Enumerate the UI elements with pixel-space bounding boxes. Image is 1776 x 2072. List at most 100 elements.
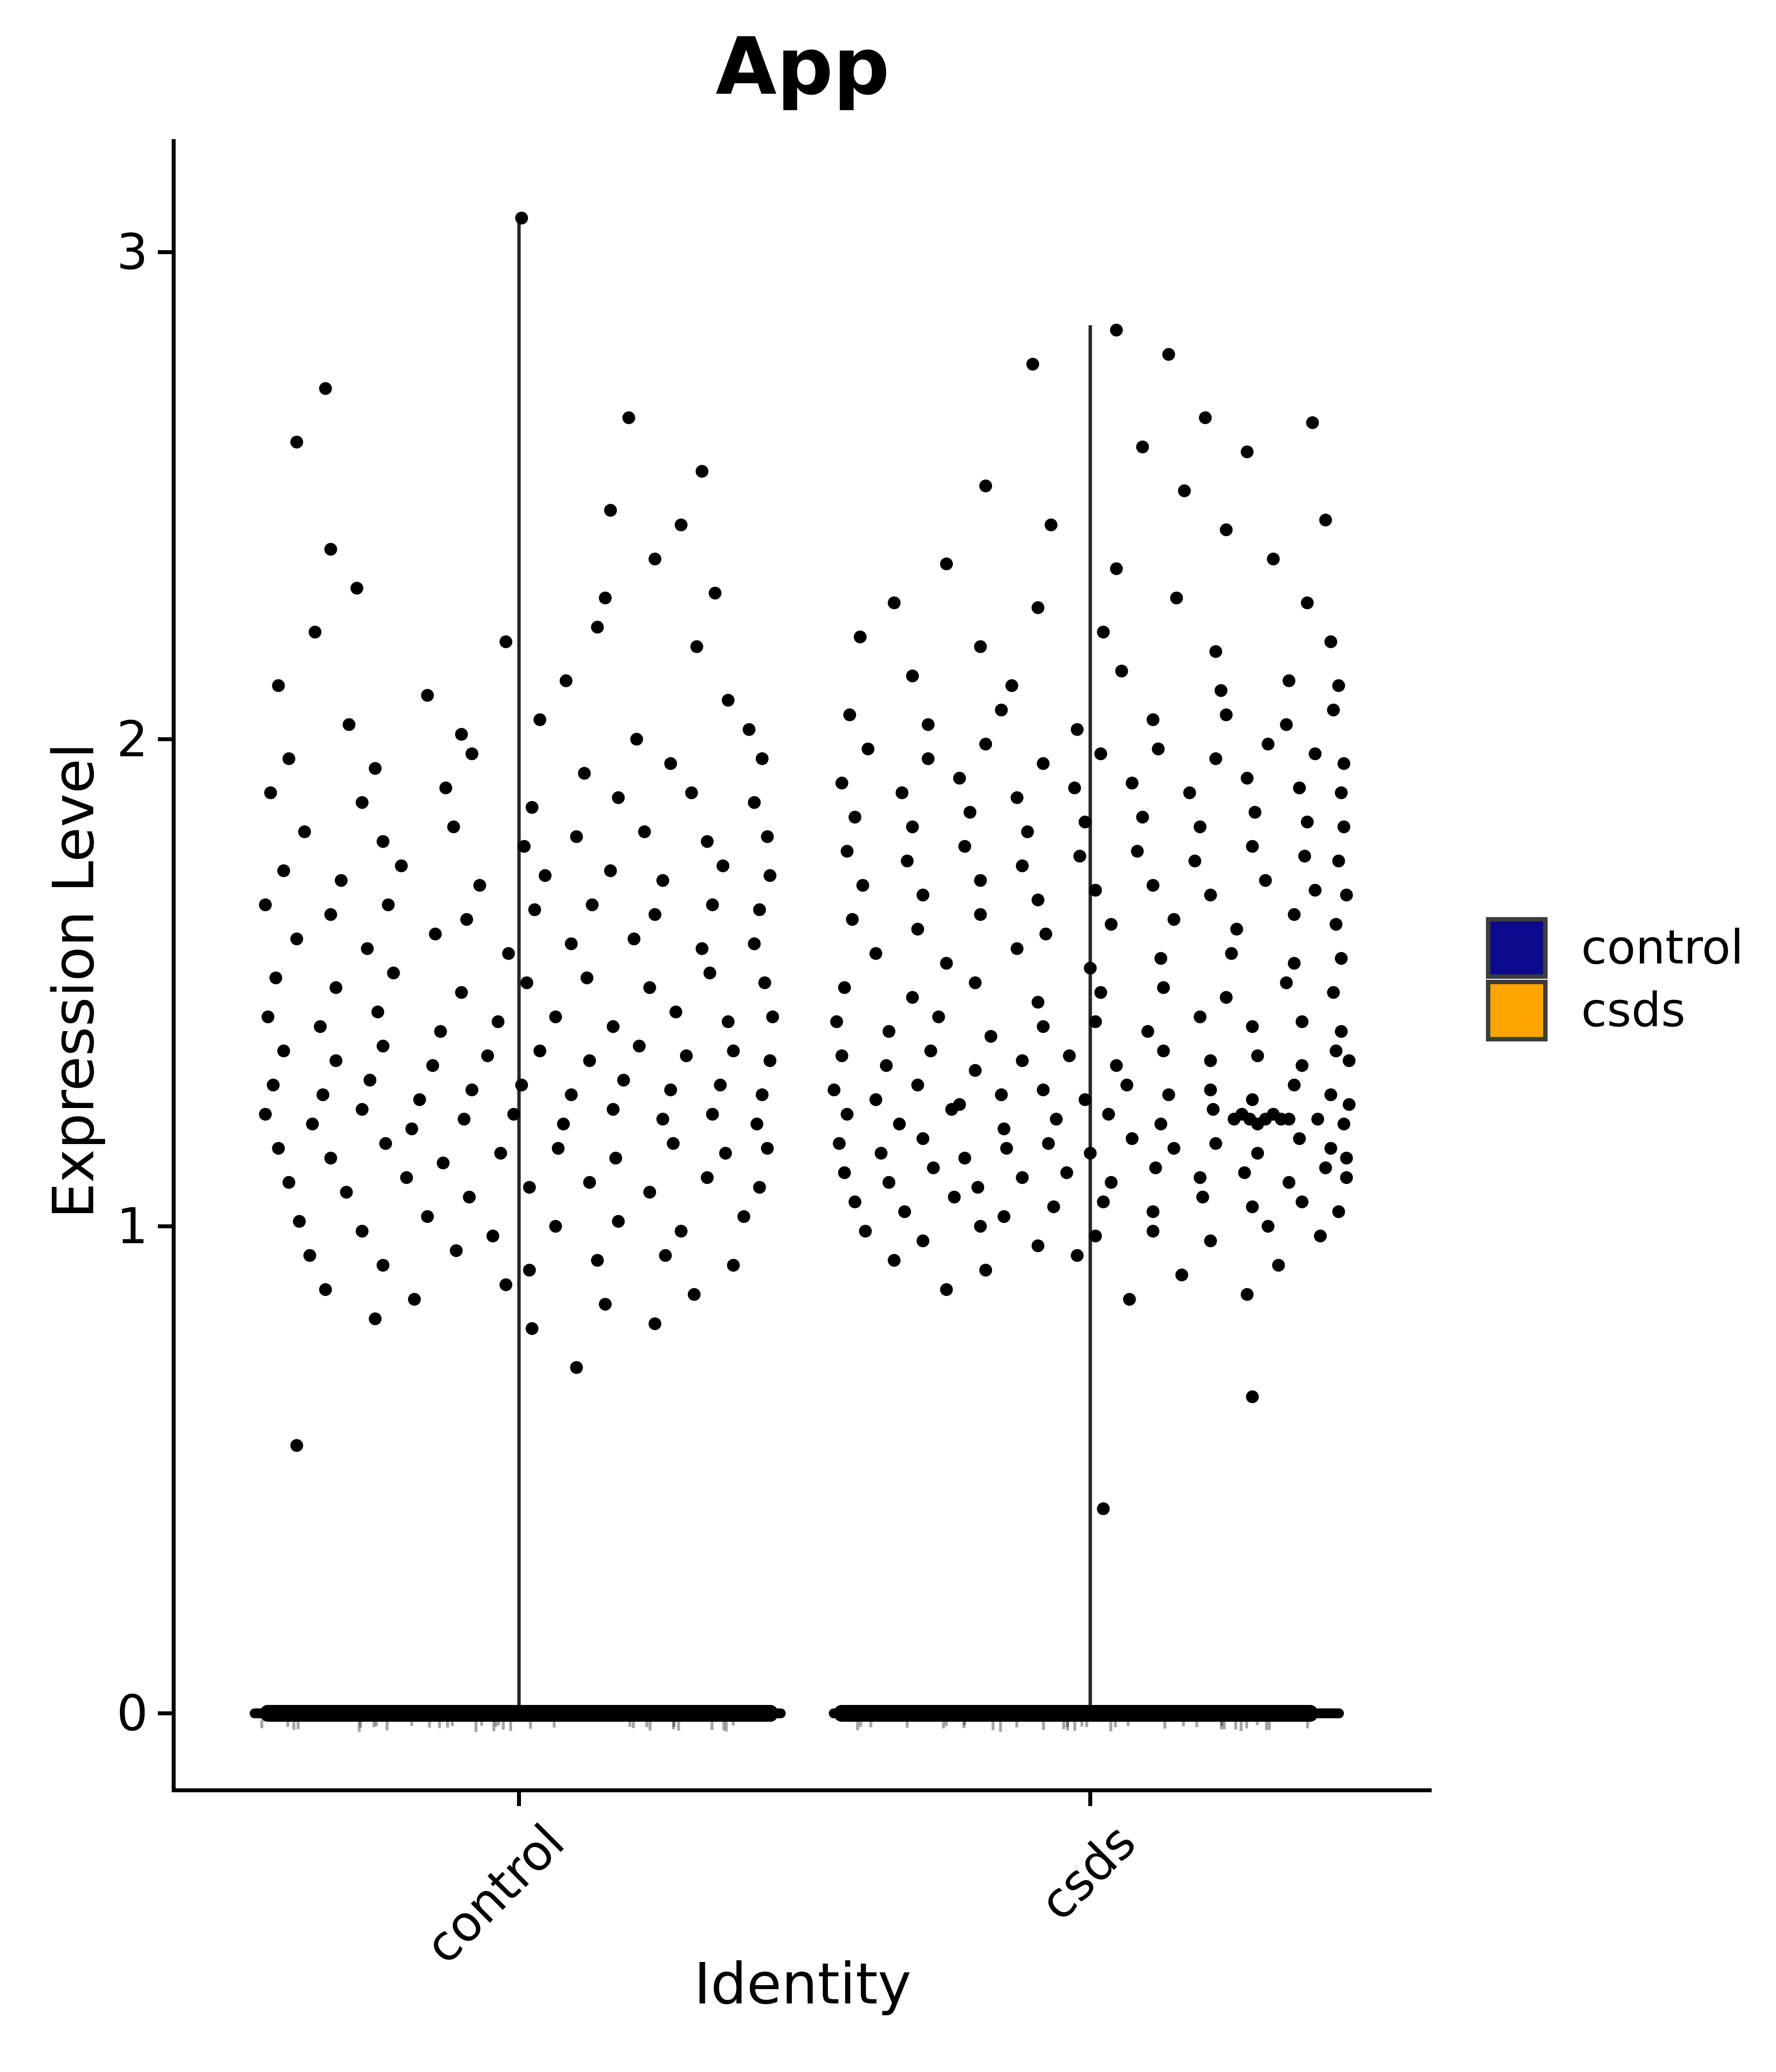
data-point bbox=[1209, 1137, 1222, 1150]
data-point bbox=[1238, 1166, 1251, 1180]
data-point bbox=[841, 845, 854, 858]
data-point bbox=[330, 1054, 342, 1067]
zero-band-fringe-csds bbox=[1239, 1720, 1243, 1732]
zero-band-fringe-control bbox=[529, 1720, 532, 1729]
data-point bbox=[293, 1215, 306, 1228]
data-point bbox=[1288, 908, 1301, 921]
zero-band-fringe-control bbox=[374, 1720, 378, 1727]
data-point bbox=[869, 947, 883, 960]
data-point bbox=[1267, 553, 1280, 566]
data-point bbox=[533, 713, 547, 726]
data-point bbox=[1141, 1025, 1154, 1038]
data-point bbox=[1204, 888, 1217, 902]
data-point bbox=[916, 1234, 929, 1248]
data-point bbox=[379, 1137, 392, 1150]
data-point bbox=[520, 976, 533, 990]
data-point bbox=[598, 592, 612, 605]
data-point bbox=[528, 903, 541, 916]
data-point bbox=[533, 1044, 547, 1058]
data-point bbox=[350, 582, 364, 595]
data-point bbox=[266, 1078, 280, 1092]
data-point bbox=[922, 718, 935, 731]
zero-band-fringe-control bbox=[292, 1720, 296, 1730]
zero-band-fringe-csds bbox=[1066, 1720, 1070, 1731]
y-axis-label: Expression Level bbox=[41, 742, 107, 1219]
data-point bbox=[953, 772, 966, 785]
zero-band-fringe-csds bbox=[963, 1720, 966, 1726]
data-point bbox=[515, 212, 528, 224]
zero-band-fringe-control bbox=[502, 1720, 505, 1730]
data-point bbox=[463, 1190, 476, 1204]
points-control bbox=[259, 212, 779, 1452]
zero-band-fringe-csds bbox=[1109, 1720, 1112, 1732]
data-point bbox=[984, 1030, 998, 1043]
data-point bbox=[583, 1176, 596, 1189]
data-point bbox=[664, 1083, 677, 1097]
data-point bbox=[758, 976, 772, 990]
data-point bbox=[1246, 1200, 1259, 1214]
data-point bbox=[849, 811, 861, 824]
data-point bbox=[1105, 1176, 1118, 1189]
data-point bbox=[591, 621, 604, 634]
data-point bbox=[1147, 1205, 1160, 1219]
data-point bbox=[376, 1039, 390, 1053]
data-point bbox=[369, 762, 382, 775]
data-point bbox=[1220, 991, 1233, 1004]
data-point bbox=[1078, 1093, 1092, 1106]
data-point bbox=[361, 942, 374, 955]
data-point bbox=[1089, 1229, 1102, 1243]
data-point bbox=[1293, 1132, 1306, 1145]
data-point bbox=[1044, 518, 1058, 531]
data-point bbox=[1248, 806, 1261, 819]
data-point bbox=[491, 1015, 505, 1028]
data-point bbox=[1306, 416, 1319, 429]
data-point bbox=[974, 908, 987, 921]
data-point bbox=[1162, 348, 1175, 361]
data-point bbox=[1282, 1176, 1295, 1189]
points-csds bbox=[827, 324, 1356, 1516]
data-point bbox=[565, 937, 578, 951]
data-point bbox=[421, 1210, 434, 1223]
data-point bbox=[1330, 1044, 1343, 1058]
data-point bbox=[856, 879, 869, 892]
data-point bbox=[259, 1108, 272, 1121]
data-point bbox=[696, 942, 708, 955]
data-point bbox=[481, 1049, 494, 1063]
data-point bbox=[1342, 1098, 1356, 1111]
data-point bbox=[835, 1049, 849, 1063]
data-point bbox=[643, 981, 656, 994]
data-point bbox=[1183, 786, 1196, 799]
data-point bbox=[290, 436, 303, 449]
data-point bbox=[502, 947, 515, 960]
data-point bbox=[1293, 781, 1306, 795]
data-point bbox=[324, 1151, 337, 1165]
zero-band-fringe-csds bbox=[962, 1720, 965, 1728]
data-point bbox=[1147, 713, 1160, 726]
data-point bbox=[1319, 514, 1332, 527]
data-point bbox=[727, 1044, 740, 1058]
data-point bbox=[916, 888, 929, 902]
data-point bbox=[1246, 1020, 1259, 1033]
data-point bbox=[1282, 1112, 1295, 1126]
data-point bbox=[1084, 962, 1097, 975]
data-point bbox=[669, 1005, 682, 1019]
data-point bbox=[1327, 703, 1340, 717]
data-point bbox=[1300, 815, 1314, 829]
data-point bbox=[1207, 1103, 1220, 1116]
legend-key-control bbox=[1486, 917, 1548, 979]
data-point bbox=[1063, 1049, 1076, 1063]
data-point bbox=[1102, 1108, 1115, 1121]
data-point bbox=[549, 1220, 562, 1233]
data-point bbox=[1162, 1088, 1175, 1102]
data-point bbox=[979, 1263, 992, 1277]
data-point bbox=[1193, 1171, 1207, 1184]
data-point bbox=[549, 1010, 562, 1024]
zero-band-fringe-control bbox=[732, 1720, 735, 1726]
data-point bbox=[1115, 665, 1128, 678]
data-point bbox=[1332, 1205, 1345, 1219]
data-point bbox=[518, 840, 531, 853]
data-point bbox=[1196, 1190, 1209, 1204]
data-point bbox=[1246, 1093, 1259, 1106]
zero-band-fringe-csds bbox=[856, 1720, 859, 1731]
